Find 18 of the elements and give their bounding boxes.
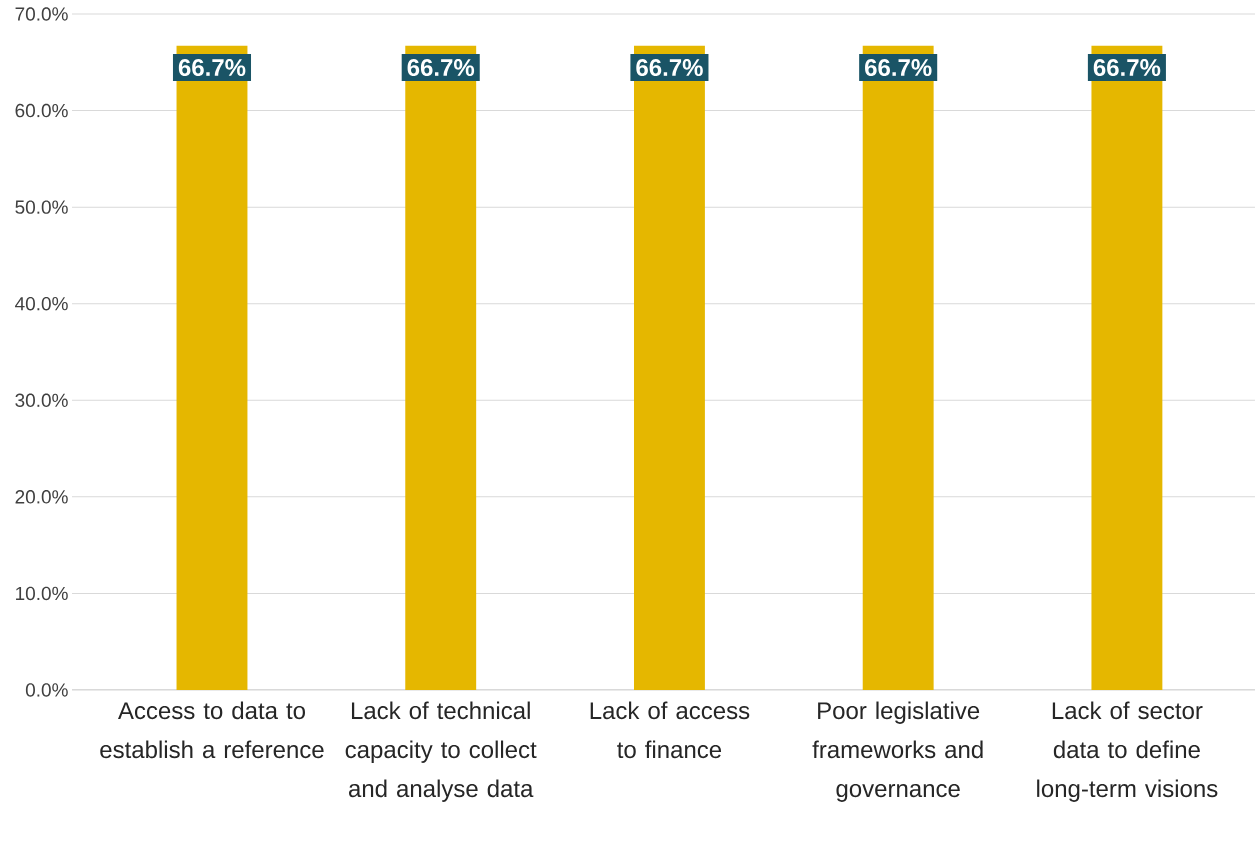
x-tick-label: Lack of access to finance — [590, 701, 750, 759]
x-tick-label: Access to data to establish a reference — [100, 701, 324, 759]
x-tick-label: Poor legislative frameworks and governance — [812, 701, 983, 802]
data-label: 66.7% — [636, 59, 703, 77]
y-tick-label: 50.0% — [15, 200, 68, 214]
data-label: 66.7% — [178, 59, 246, 77]
data-label: 66.7% — [865, 59, 932, 77]
data-label: 66.7% — [407, 59, 475, 77]
y-tick-label: 70.0% — [15, 7, 68, 21]
y-tick-label: 40.0% — [15, 296, 68, 311]
y-tick-label: 0.0% — [25, 683, 68, 697]
y-tick-label: 30.0% — [15, 393, 68, 407]
y-tick-label: 60.0% — [15, 103, 68, 118]
y-tick-label: 10.0% — [16, 586, 68, 601]
x-tick-label: Lack of technical capacity to collect and analyse data — [345, 701, 537, 802]
data-label: 66.7% — [1093, 59, 1161, 77]
y-tick-label: 20.0% — [15, 490, 68, 504]
x-tick-label: Lack of sector data to define long-term visions — [1037, 701, 1218, 802]
